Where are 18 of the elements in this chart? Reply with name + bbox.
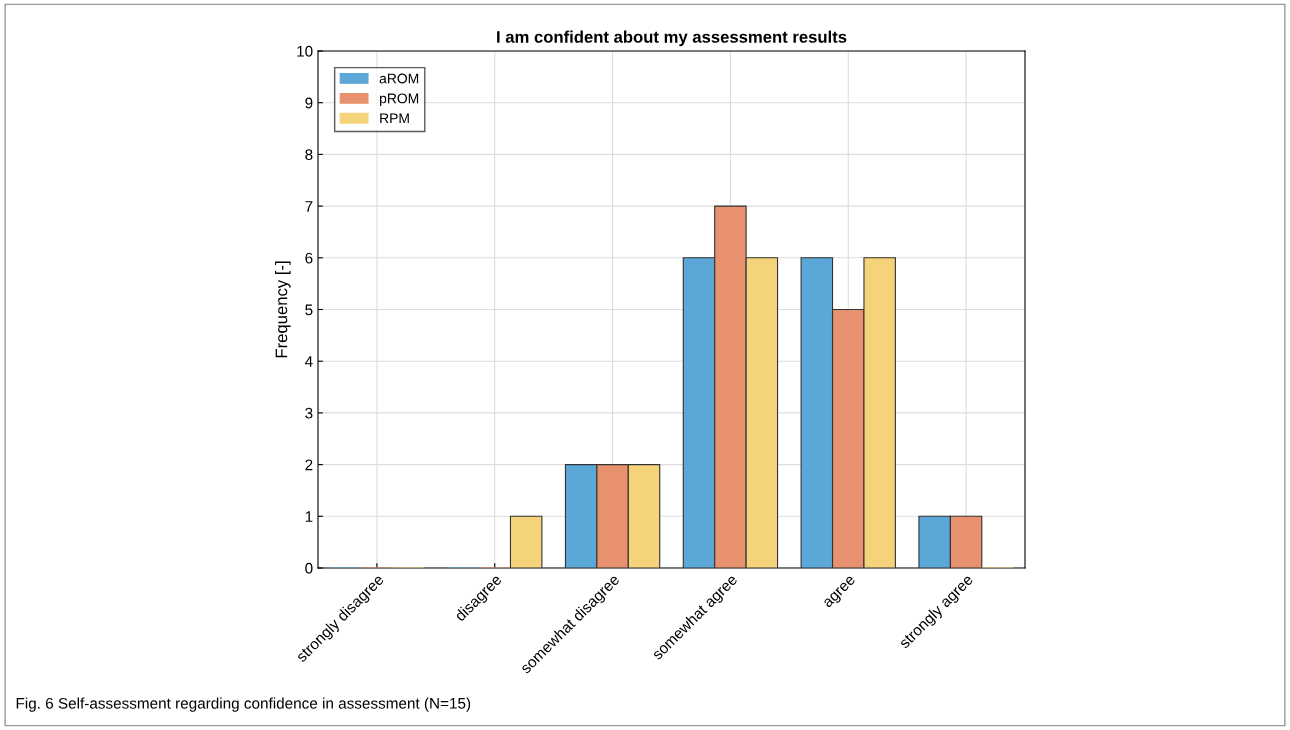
y-tick-label: 4 bbox=[304, 356, 313, 367]
chart-title: I am confident about my assessment results bbox=[497, 30, 847, 47]
y-tick-label: 6 bbox=[305, 252, 313, 264]
legend-label: aROM bbox=[379, 73, 419, 84]
y-tick-label: 3 bbox=[305, 407, 313, 419]
y-tick-label: 1 bbox=[305, 511, 313, 522]
legend-label: RPM bbox=[380, 113, 409, 124]
bar bbox=[509, 515, 543, 568]
y-tick-label: 2 bbox=[305, 459, 313, 471]
y-tick-label: 5 bbox=[305, 304, 313, 316]
y-tick-label: 8 bbox=[305, 149, 313, 161]
caption: Fig. 6 Self-assessment regarding confidence in assessment (N=15) bbox=[16, 697, 471, 712]
y-tick-label: 0 bbox=[305, 562, 313, 574]
y-axis-title: Frequency [-] bbox=[275, 261, 291, 358]
legend-label: pROM bbox=[380, 93, 419, 107]
y-tick-label: 10 bbox=[297, 45, 313, 57]
y-tick-label: 9 bbox=[305, 97, 313, 109]
y-tick-label: 7 bbox=[305, 201, 313, 212]
